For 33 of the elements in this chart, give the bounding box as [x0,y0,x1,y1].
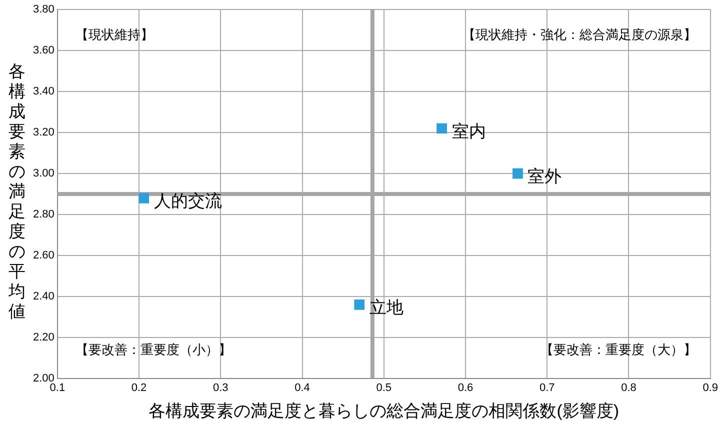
annotation: 【現状維持】 [75,28,154,43]
x-tick-label: 0.1 [50,382,66,394]
y-tick-label: 3.60 [32,44,54,57]
annotation: 室外 [528,166,562,187]
annotation: 【要改善：重要度（小）】 [75,342,232,358]
annotation: 室内 [452,122,486,142]
annotation: 【現状維持・強化：総合満足度の源泉】 [462,26,696,43]
point [354,300,364,310]
x-axis-title: 各構成要素の満足度と暮らしの総合満足度の相関係数(影響度) [148,401,620,420]
y-tick-label: 2.00 [32,372,54,384]
x-tick-label: 0.7 [539,382,555,394]
point [512,168,523,179]
y-tick-label: 2.40 [32,290,54,302]
x-tick-label: 0.4 [294,382,310,394]
x-tick-label: 0.8 [621,382,636,394]
y-tick-label: 2.80 [32,208,54,221]
annotation: 人的交流 [154,192,222,212]
x-tick-label: 0.6 [458,382,474,394]
y-tick-label: 3.40 [32,86,54,98]
point [138,193,150,204]
annotation: 立地 [369,298,404,318]
x-tick-label: 0.2 [131,382,147,394]
x-tick-label: 0.5 [376,382,392,394]
y-tick-label: 2.60 [32,250,54,262]
y-tick-label: 2.20 [32,331,54,344]
x-tick-label: 0.3 [212,382,228,394]
y-tick-label: 3.00 [32,168,54,180]
text: 各構成要素の満足度の平均値 [8,62,26,322]
y-tick-label: 3.80 [32,4,54,16]
point [436,123,447,134]
x-tick-label: 0.9 [702,382,718,394]
y-tick-label: 3.20 [32,126,54,139]
annotation: 【要改善：重要度（大）】 [540,342,696,358]
